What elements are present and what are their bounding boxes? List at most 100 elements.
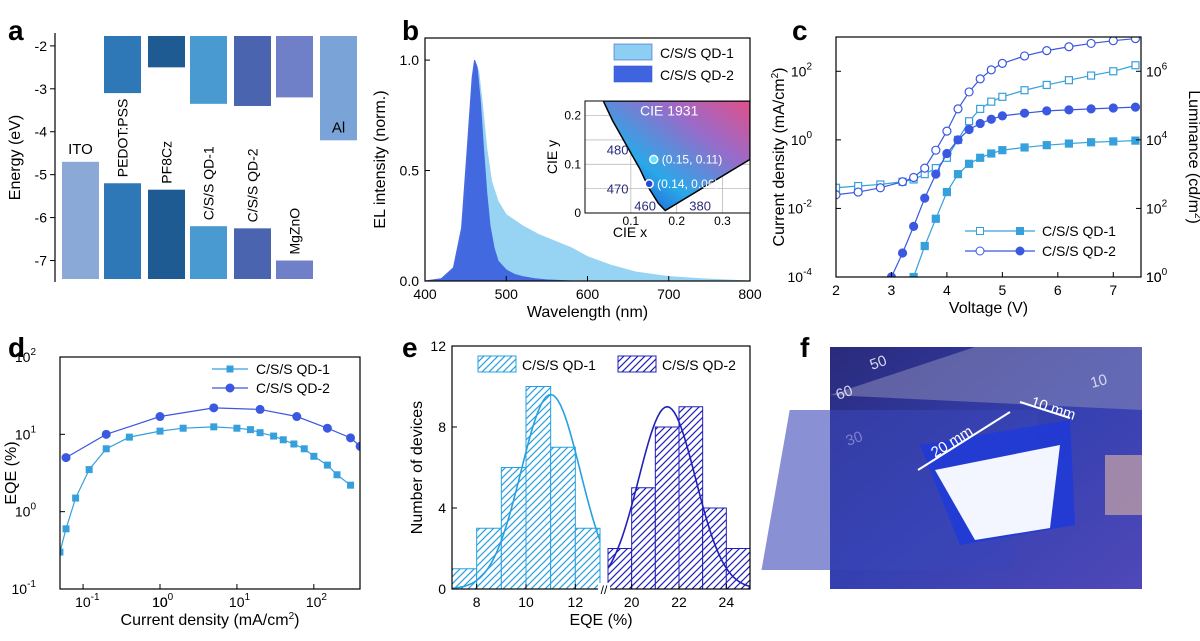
legend-marker	[1016, 227, 1024, 235]
lumo-bar	[104, 36, 141, 94]
plot-area	[425, 59, 750, 281]
data-point	[953, 135, 963, 145]
data-point	[975, 74, 985, 84]
data-point	[1042, 106, 1052, 116]
data-point	[256, 429, 264, 437]
data-point	[997, 58, 1007, 68]
data-point	[322, 423, 332, 433]
dimension-line	[917, 411, 1011, 471]
data-point	[998, 146, 1007, 155]
gaussian-fit	[451, 393, 601, 590]
data-point	[964, 124, 974, 135]
data-point	[1086, 71, 1096, 80]
histogram-bar	[725, 548, 751, 590]
y-axis-label: Energy (eV)	[7, 115, 24, 200]
y-tick-label: 0.0	[400, 273, 420, 289]
data-point	[355, 441, 360, 451]
x-axis-label: Voltage (V)	[949, 300, 1028, 317]
locus-label: 480	[607, 143, 629, 158]
spectrum-area	[425, 59, 750, 281]
data-point	[292, 412, 302, 422]
histogram-bar	[631, 487, 656, 590]
y-tick-label: 10-2	[788, 198, 813, 216]
y-tick-label: 100	[791, 130, 813, 148]
data-point	[953, 170, 963, 179]
x-tick-label: 10	[518, 594, 534, 610]
y-tick-label: 102	[15, 347, 37, 365]
y-axis-label: EL intensity (norm.)	[372, 90, 389, 228]
data-point	[909, 172, 919, 183]
data-point	[102, 445, 110, 453]
y2-tick-label: 102	[1146, 198, 1168, 216]
x-tick-label: 8	[473, 594, 481, 610]
y-tick-label: 0	[438, 581, 446, 597]
data-point	[156, 427, 164, 435]
data-point	[125, 433, 133, 441]
layer-label: Al	[332, 119, 345, 136]
data-point	[1064, 105, 1074, 115]
data-point	[836, 190, 841, 200]
dimension-line	[1019, 401, 1071, 419]
ruler-number: 10	[1089, 371, 1110, 392]
data-point	[85, 466, 93, 474]
panel-label-b: b	[402, 15, 419, 46]
inset-x-tick-label: 0.1	[622, 214, 639, 228]
data-point	[179, 424, 187, 432]
data-point	[920, 163, 930, 173]
y-tick-label: -5	[35, 167, 48, 183]
data-point	[986, 65, 996, 75]
data-point	[964, 159, 974, 168]
y2-tick-label: 104	[1146, 130, 1168, 148]
data-point	[1042, 80, 1051, 90]
x-tick-label: 600	[576, 286, 600, 302]
y-tick-label: -6	[35, 210, 48, 226]
cie-point-label: (0.15, 0.11)	[662, 152, 722, 166]
device-photo: 60 30 50 10 20 mm 10 mm	[761, 347, 1142, 589]
homo-bar	[276, 260, 313, 279]
legend-marker	[975, 246, 985, 256]
data-point	[997, 111, 1007, 121]
y-tick-label: 8	[438, 419, 446, 435]
plot-area	[836, 37, 1141, 277]
y-tick-label: 10-1	[12, 579, 37, 597]
data-point	[942, 148, 952, 159]
data-point	[1131, 136, 1140, 145]
lumo-bar	[190, 36, 227, 104]
data-point	[333, 471, 341, 479]
inset-x-tick-label: 0.3	[714, 214, 731, 228]
data-point	[836, 183, 841, 192]
series-line	[836, 37, 1136, 196]
data-point	[1042, 46, 1052, 56]
data-point	[246, 426, 254, 434]
x-tick-label: 24	[719, 594, 735, 610]
emitting-area	[935, 445, 1060, 540]
y2-axis-label: Luminance (cd/m2)	[1185, 90, 1200, 224]
ruler-number: 60	[834, 382, 855, 404]
y-tick-label: -2	[35, 38, 48, 54]
histogram-bar	[654, 426, 680, 590]
x-tick-label: 7	[1109, 282, 1117, 298]
data-point	[853, 187, 863, 197]
y-tick-label: 10-4	[788, 267, 813, 285]
cie-gamut	[602, 101, 750, 212]
inset-x-label: CIE x	[613, 224, 647, 240]
y2-tick-label: 100	[1146, 267, 1168, 285]
data-point	[210, 423, 218, 431]
inset-frame	[584, 100, 751, 214]
data-point	[346, 433, 356, 443]
data-point	[1086, 138, 1096, 147]
y-tick-label: 102	[791, 61, 813, 79]
data-point	[909, 221, 919, 231]
y-tick-label: -3	[35, 81, 48, 97]
legend-label: C/S/S QD-2	[662, 357, 736, 373]
data-point	[987, 97, 996, 106]
ruler-number: 50	[868, 352, 889, 374]
data-point	[255, 404, 265, 414]
y-tick-label: 100	[15, 502, 37, 520]
inset-plot-area	[585, 101, 750, 213]
legend-marker	[225, 383, 235, 393]
x-tick-label: 500	[495, 286, 519, 302]
legend-swatch	[613, 65, 653, 83]
x-tick-label: 4	[943, 282, 951, 298]
